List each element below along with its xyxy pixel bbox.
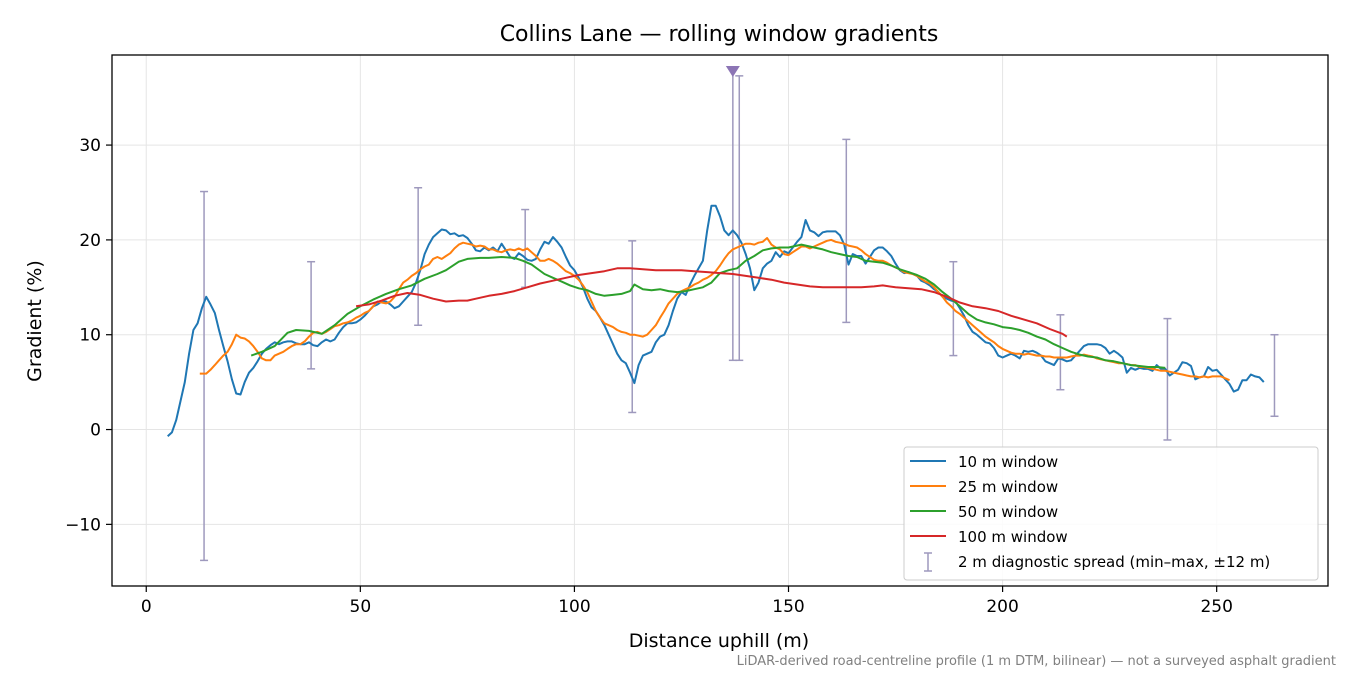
plot-frame [111, 54, 1329, 587]
x-tick-label: 0 [141, 597, 152, 617]
legend-label-10m: 10 m window [958, 453, 1058, 471]
x-tick-label: 150 [772, 597, 804, 617]
legend-label-25m: 25 m window [958, 478, 1058, 496]
series-line-100m [355, 267, 1068, 338]
series-line-50m [250, 243, 1166, 369]
y-tick-label: 30 [79, 136, 101, 156]
legend-swatch-spread [924, 552, 932, 572]
x-tick-label: 100 [558, 597, 590, 617]
series-line-10m [167, 204, 1265, 437]
legend: 10 m window 25 m window 50 m window 100 … [903, 446, 1319, 581]
footnote: LiDAR-derived road-centreline profile (1… [737, 654, 1336, 669]
y-tick-label: 0 [90, 421, 101, 441]
y-tick-label: 20 [79, 231, 101, 251]
legend-label-50m: 50 m window [958, 503, 1058, 521]
x-axis-label: Distance uphill (m) [629, 630, 809, 652]
x-tick-label: 50 [350, 597, 372, 617]
x-tick-label: 200 [986, 597, 1018, 617]
legend-label-100m: 100 m window [958, 528, 1068, 546]
y-tick-label: 10 [79, 326, 101, 346]
legend-label-spread: 2 m diagnostic spread (min–max, ±12 m) [958, 553, 1270, 571]
tick-layer: 0 50 100 150 200 250 −10 0 10 20 30 [65, 136, 1233, 617]
legend-box [903, 446, 1319, 581]
y-tick-label: −10 [65, 515, 101, 535]
grid-layer [112, 55, 1328, 586]
x-tick-label: 250 [1200, 597, 1232, 617]
series-layer [167, 204, 1265, 437]
series-line-25m [199, 237, 1230, 382]
chart-title: Collins Lane — rolling window gradients [500, 22, 939, 47]
y-axis-label: Gradient (%) [24, 260, 46, 382]
clipped-marker-triangle [725, 66, 740, 77]
